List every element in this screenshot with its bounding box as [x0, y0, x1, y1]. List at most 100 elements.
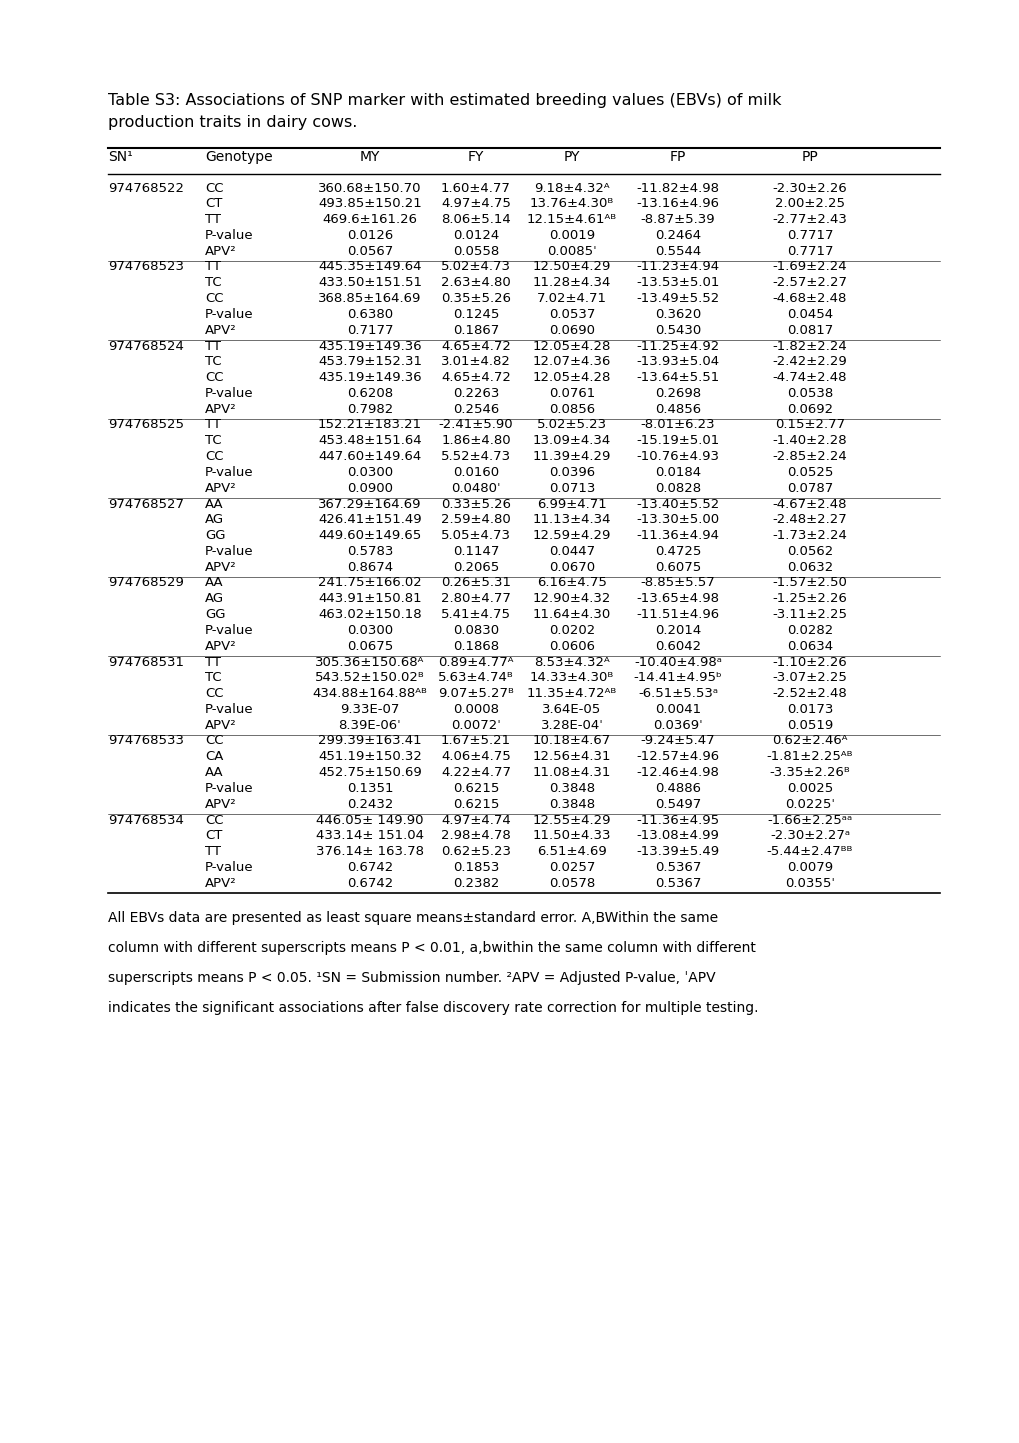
Text: 5.02±5.23: 5.02±5.23: [536, 418, 606, 431]
Text: GG: GG: [205, 530, 225, 543]
Text: 0.0355ˈ: 0.0355ˈ: [785, 877, 835, 890]
Text: -2.77±2.43: -2.77±2.43: [771, 214, 847, 227]
Text: -10.76±4.93: -10.76±4.93: [636, 450, 718, 463]
Text: 0.0632: 0.0632: [786, 561, 833, 574]
Text: 10.18±4.67: 10.18±4.67: [532, 734, 610, 747]
Text: 0.0828: 0.0828: [654, 482, 700, 495]
Text: -12.57±4.96: -12.57±4.96: [636, 750, 718, 763]
Text: 0.6742: 0.6742: [346, 861, 392, 874]
Text: APV²: APV²: [205, 403, 236, 416]
Text: 0.0606: 0.0606: [548, 639, 594, 652]
Text: 493.85±150.21: 493.85±150.21: [318, 198, 422, 211]
Text: 13.76±4.30ᴮ: 13.76±4.30ᴮ: [529, 198, 613, 211]
Text: -1.40±2.28: -1.40±2.28: [772, 434, 847, 447]
Text: APV²: APV²: [205, 482, 236, 495]
Text: 2.98±4.78: 2.98±4.78: [440, 830, 511, 843]
Text: -2.30±2.27ᵃ: -2.30±2.27ᵃ: [769, 830, 849, 843]
Text: 6.99±4.71: 6.99±4.71: [537, 498, 606, 511]
Text: 453.48±151.64: 453.48±151.64: [318, 434, 422, 447]
Text: 433.50±151.51: 433.50±151.51: [318, 276, 422, 289]
Text: 3.28E-04ˈ: 3.28E-04ˈ: [540, 719, 603, 732]
Text: 2.80±4.77: 2.80±4.77: [440, 592, 511, 605]
Text: 6.51±4.69: 6.51±4.69: [537, 846, 606, 859]
Text: 0.1245: 0.1245: [452, 307, 498, 320]
Text: 4.97±4.75: 4.97±4.75: [440, 198, 511, 211]
Text: TC: TC: [205, 434, 221, 447]
Text: TC: TC: [205, 671, 221, 684]
Text: -1.66±2.25ᵃᵃ: -1.66±2.25ᵃᵃ: [766, 814, 852, 827]
Text: -13.39±5.49: -13.39±5.49: [636, 846, 718, 859]
Text: 2.63±4.80: 2.63±4.80: [440, 276, 511, 289]
Text: 0.0830: 0.0830: [452, 623, 498, 636]
Text: -1.82±2.24: -1.82±2.24: [771, 339, 847, 352]
Text: -1.10±2.26: -1.10±2.26: [771, 655, 847, 668]
Text: 0.6742: 0.6742: [346, 877, 392, 890]
Text: TT: TT: [205, 339, 221, 352]
Text: APV²: APV²: [205, 877, 236, 890]
Text: SN¹: SN¹: [108, 150, 132, 165]
Text: 0.0079: 0.0079: [787, 861, 833, 874]
Text: 0.0282: 0.0282: [786, 623, 833, 636]
Text: FP: FP: [669, 150, 686, 165]
Text: 0.0041: 0.0041: [654, 703, 700, 716]
Text: 0.0562: 0.0562: [786, 545, 833, 558]
Text: 0.0160: 0.0160: [452, 466, 498, 479]
Text: 0.0675: 0.0675: [346, 639, 392, 652]
Text: 0.0538: 0.0538: [786, 387, 833, 400]
Text: 974768525: 974768525: [108, 418, 183, 431]
Text: -13.16±4.96: -13.16±4.96: [636, 198, 718, 211]
Text: -13.64±5.51: -13.64±5.51: [636, 371, 719, 384]
Text: -2.30±2.26: -2.30±2.26: [771, 182, 847, 195]
Text: 0.6075: 0.6075: [654, 561, 700, 574]
Text: 0.6208: 0.6208: [346, 387, 392, 400]
Text: 4.22±4.77: 4.22±4.77: [440, 766, 511, 779]
Text: 0.7717: 0.7717: [786, 245, 833, 258]
Text: 0.0202: 0.0202: [548, 623, 594, 636]
Text: 0.0085ˈ: 0.0085ˈ: [546, 245, 596, 258]
Text: 0.62±5.23: 0.62±5.23: [440, 846, 511, 859]
Text: -8.85±5.57: -8.85±5.57: [640, 577, 714, 590]
Text: 0.4725: 0.4725: [654, 545, 700, 558]
Text: 9.18±4.32ᴬ: 9.18±4.32ᴬ: [534, 182, 609, 195]
Text: 434.88±164.88ᴬᴮ: 434.88±164.88ᴬᴮ: [312, 687, 427, 700]
Text: production traits in dairy cows.: production traits in dairy cows.: [108, 115, 357, 130]
Text: 1.67±5.21: 1.67±5.21: [440, 734, 511, 747]
Text: 0.0447: 0.0447: [548, 545, 594, 558]
Text: 376.14± 163.78: 376.14± 163.78: [316, 846, 424, 859]
Text: 0.0396: 0.0396: [548, 466, 594, 479]
Text: 11.39±4.29: 11.39±4.29: [532, 450, 610, 463]
Text: -8.87±5.39: -8.87±5.39: [640, 214, 714, 227]
Text: 0.6215: 0.6215: [452, 798, 498, 811]
Text: 0.2065: 0.2065: [452, 561, 498, 574]
Text: 5.05±4.73: 5.05±4.73: [440, 530, 511, 543]
Text: 2.00±2.25: 2.00±2.25: [774, 198, 844, 211]
Text: P-value: P-value: [205, 861, 254, 874]
Text: PP: PP: [801, 150, 817, 165]
Text: 0.0225ˈ: 0.0225ˈ: [785, 798, 835, 811]
Text: P-value: P-value: [205, 782, 254, 795]
Text: -11.36±4.95: -11.36±4.95: [636, 814, 718, 827]
Text: 0.7982: 0.7982: [346, 403, 392, 416]
Text: 0.0537: 0.0537: [548, 307, 595, 320]
Text: -5.44±2.47ᴮᴮ: -5.44±2.47ᴮᴮ: [766, 846, 852, 859]
Text: 0.0173: 0.0173: [786, 703, 833, 716]
Text: 0.6042: 0.6042: [654, 639, 700, 652]
Text: TT: TT: [205, 655, 221, 668]
Text: 0.89±4.77ᴬ: 0.89±4.77ᴬ: [438, 655, 514, 668]
Text: 0.4886: 0.4886: [654, 782, 700, 795]
Text: TT: TT: [205, 418, 221, 431]
Text: 974768524: 974768524: [108, 339, 183, 352]
Text: 0.35±5.26: 0.35±5.26: [440, 291, 511, 304]
Text: 241.75±166.02: 241.75±166.02: [318, 577, 422, 590]
Text: 0.5367: 0.5367: [654, 861, 700, 874]
Text: 0.2432: 0.2432: [346, 798, 392, 811]
Text: 299.39±163.41: 299.39±163.41: [318, 734, 422, 747]
Text: 0.3620: 0.3620: [654, 307, 700, 320]
Text: 4.65±4.72: 4.65±4.72: [440, 339, 511, 352]
Text: -11.82±4.98: -11.82±4.98: [636, 182, 718, 195]
Text: 8.06±5.14: 8.06±5.14: [440, 214, 511, 227]
Text: 453.79±152.31: 453.79±152.31: [318, 355, 422, 368]
Text: P-value: P-value: [205, 466, 254, 479]
Text: 0.33±5.26: 0.33±5.26: [440, 498, 511, 511]
Text: 1.60±4.77: 1.60±4.77: [440, 182, 511, 195]
